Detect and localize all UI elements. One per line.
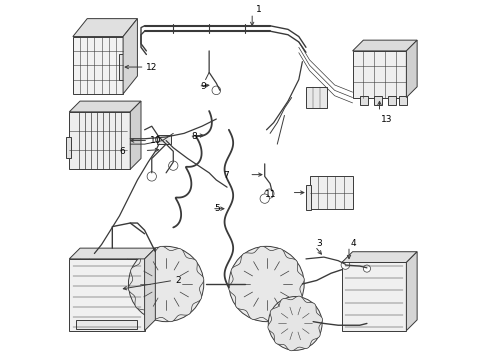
Circle shape	[277, 306, 313, 341]
Circle shape	[169, 161, 178, 170]
Bar	[360, 96, 368, 105]
Circle shape	[212, 86, 220, 95]
Bar	[66, 137, 71, 158]
Polygon shape	[128, 246, 204, 322]
Bar	[80, 250, 89, 259]
Circle shape	[260, 194, 270, 203]
Bar	[310, 176, 353, 209]
Polygon shape	[123, 19, 137, 94]
Polygon shape	[69, 248, 155, 259]
Polygon shape	[130, 101, 141, 169]
Text: 9: 9	[200, 82, 206, 91]
Text: 10: 10	[150, 136, 162, 145]
Circle shape	[240, 257, 294, 311]
Bar	[157, 135, 171, 144]
Polygon shape	[406, 252, 417, 330]
Text: 3: 3	[317, 239, 322, 248]
Polygon shape	[73, 19, 137, 37]
Polygon shape	[69, 101, 141, 112]
Bar	[353, 51, 406, 98]
Circle shape	[286, 315, 304, 332]
Polygon shape	[342, 252, 417, 262]
Circle shape	[159, 277, 173, 291]
Bar	[342, 262, 406, 330]
Bar	[73, 37, 123, 94]
Circle shape	[150, 268, 182, 300]
Bar	[306, 185, 311, 211]
Bar	[399, 96, 407, 105]
Bar	[69, 112, 130, 169]
Circle shape	[269, 297, 322, 350]
Circle shape	[364, 265, 370, 272]
Text: 11: 11	[265, 190, 276, 199]
Text: 4: 4	[351, 239, 356, 248]
Text: 2: 2	[175, 276, 181, 285]
Circle shape	[341, 261, 350, 269]
Circle shape	[139, 257, 193, 311]
Bar	[389, 96, 396, 105]
Bar	[120, 54, 128, 80]
Circle shape	[147, 172, 156, 181]
Polygon shape	[268, 296, 322, 351]
Text: 6: 6	[120, 147, 125, 156]
Bar	[76, 320, 137, 329]
Circle shape	[250, 268, 283, 300]
Bar	[389, 253, 397, 262]
Circle shape	[265, 189, 274, 198]
Text: 8: 8	[191, 132, 197, 141]
Bar	[374, 96, 382, 105]
Text: 12: 12	[147, 63, 158, 72]
Polygon shape	[406, 40, 417, 98]
Bar	[126, 250, 136, 259]
Bar	[306, 87, 327, 108]
Circle shape	[229, 246, 304, 321]
Text: 13: 13	[381, 114, 393, 123]
Text: 5: 5	[215, 204, 220, 213]
Polygon shape	[229, 246, 304, 322]
Text: 1: 1	[256, 5, 262, 14]
Circle shape	[259, 277, 274, 291]
Circle shape	[128, 246, 204, 321]
Polygon shape	[353, 40, 417, 51]
Polygon shape	[145, 248, 155, 330]
Bar	[349, 253, 358, 262]
Text: 7: 7	[223, 171, 228, 180]
Bar	[69, 259, 145, 330]
